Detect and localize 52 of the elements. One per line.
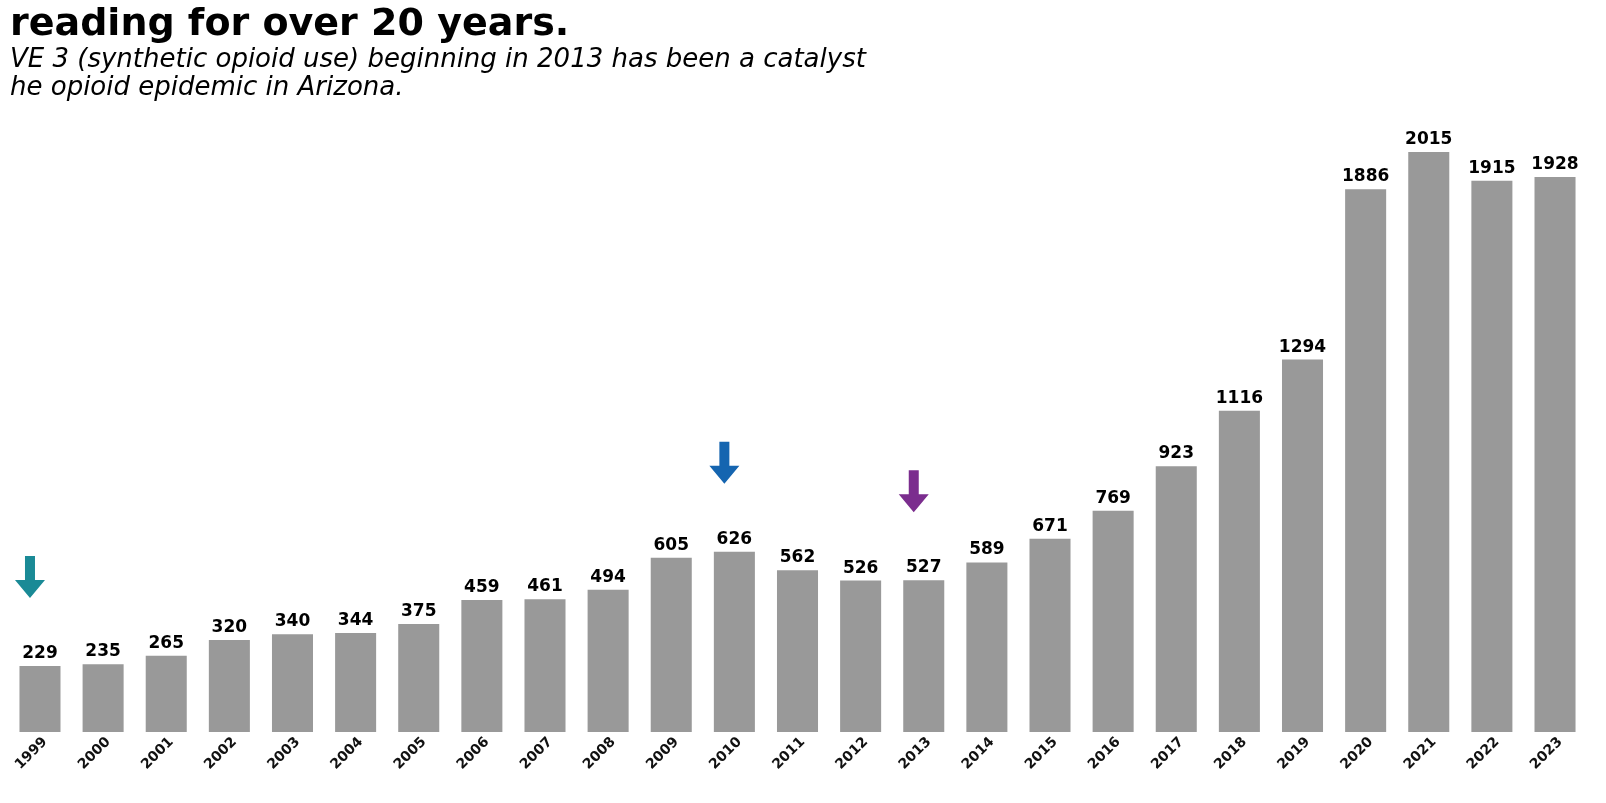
bar [1029, 538, 1071, 732]
data-label: 1928 [1531, 153, 1579, 174]
chart-title: reading for over 20 years. [10, 0, 570, 44]
bar [966, 562, 1008, 732]
bar [1281, 359, 1324, 732]
bar [524, 599, 566, 732]
bar [587, 589, 629, 732]
bar [776, 570, 819, 732]
bar [903, 580, 945, 732]
data-label: 340 [274, 610, 311, 631]
data-label: 626 [716, 527, 753, 548]
data-label: 1886 [1341, 165, 1390, 186]
bar [398, 624, 440, 732]
bar [1408, 152, 1450, 732]
bar [208, 639, 250, 732]
bar [650, 557, 692, 732]
bar [461, 599, 503, 732]
data-label: 494 [590, 565, 627, 586]
bar [335, 632, 377, 732]
data-label: 769 [1095, 486, 1131, 507]
data-label: 923 [1158, 442, 1195, 463]
data-label: 605 [653, 533, 689, 554]
bar [145, 655, 187, 732]
text: VE 3 (synthetic opioid use) beginning in 2013 has been a catalyst [10, 43, 866, 73]
data-label: 562 [779, 546, 816, 567]
data-label: 375 [400, 600, 437, 621]
data-label: 671 [1032, 514, 1068, 535]
bar [1092, 510, 1134, 732]
bar [1471, 180, 1513, 732]
bar [1218, 410, 1260, 732]
data-label: 265 [148, 631, 184, 652]
bar [1534, 177, 1576, 732]
data-label: 589 [969, 538, 1005, 559]
bar [840, 580, 882, 732]
data-label: 1116 [1215, 386, 1264, 407]
bar [1155, 466, 1197, 732]
data-label: 1915 [1468, 156, 1516, 177]
bar [713, 551, 755, 732]
data-label: 1294 [1278, 335, 1327, 356]
data-label: 461 [527, 575, 563, 596]
data-label: 527 [906, 556, 942, 577]
data-label: 344 [337, 608, 374, 629]
data-label: 235 [85, 640, 121, 661]
bar [82, 664, 124, 732]
data-label: 320 [211, 615, 248, 636]
data-label: 2015 [1405, 128, 1453, 148]
data-label: 229 [22, 642, 58, 663]
bar [271, 634, 314, 732]
data-label: 459 [464, 575, 500, 596]
data-label: 526 [842, 556, 879, 577]
bar [19, 666, 61, 732]
bar [1345, 189, 1387, 732]
